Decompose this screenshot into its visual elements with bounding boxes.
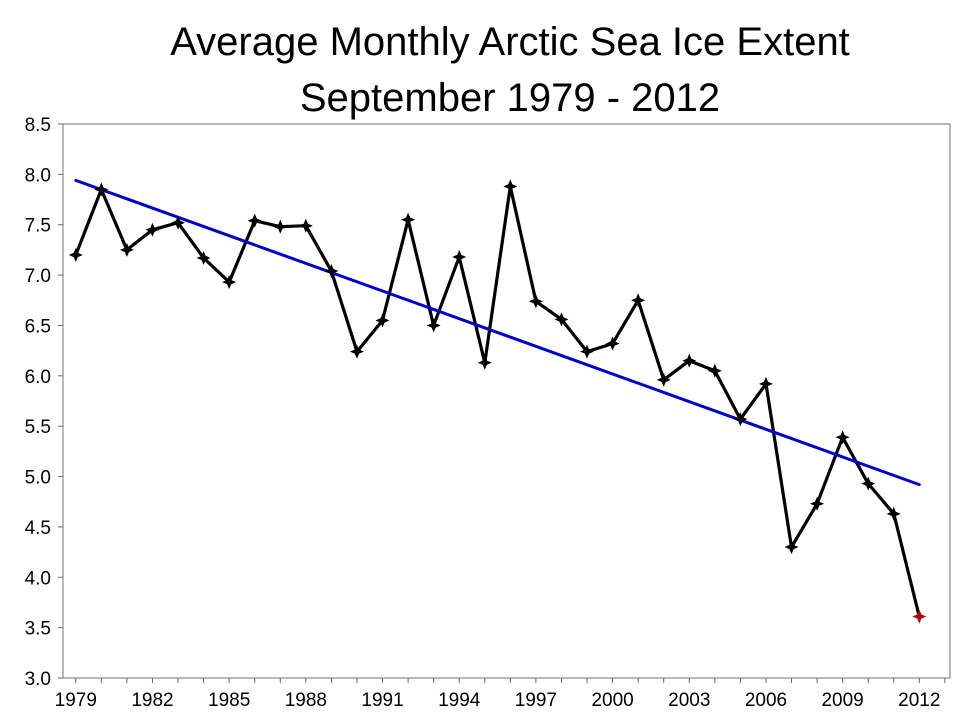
x-tick-label: 2000 — [591, 690, 633, 711]
axis-ticks — [58, 123, 946, 683]
data-point — [580, 344, 595, 359]
y-tick-label: 3.0 — [25, 669, 51, 690]
y-tick-label: 5.5 — [25, 417, 51, 438]
data-point — [145, 222, 160, 237]
x-tick-label: 2003 — [668, 690, 710, 711]
x-tick-label: 1979 — [55, 690, 97, 711]
data-points — [68, 179, 927, 624]
axes — [62, 123, 951, 679]
data-point — [426, 318, 441, 333]
data-point — [477, 355, 492, 370]
data-point — [861, 476, 876, 491]
x-tick-label: 2006 — [745, 690, 787, 711]
series-layer — [74, 178, 921, 619]
data-point — [656, 372, 671, 387]
extent-series-line — [74, 184, 921, 619]
data-point — [886, 506, 901, 521]
data-point — [171, 215, 186, 230]
data-point — [298, 218, 313, 233]
data-point — [503, 179, 518, 194]
y-tick-label: 4.5 — [25, 518, 51, 539]
y-tick-label: 8.5 — [25, 115, 51, 136]
chart-subtitle: September 1979 - 2012 — [299, 76, 721, 120]
x-tick-label: 2009 — [821, 690, 863, 711]
x-tick-label: 1988 — [285, 690, 327, 711]
y-tick-label: 6.0 — [25, 367, 51, 388]
data-point — [528, 294, 543, 309]
x-tick-label: 1997 — [515, 690, 557, 711]
data-point — [401, 212, 416, 227]
plot-frame — [62, 123, 951, 679]
y-tick-label: 4.0 — [25, 568, 51, 589]
data-point — [554, 312, 569, 327]
y-tick-label: 5.0 — [25, 468, 51, 489]
y-tick-label: 7.0 — [25, 266, 51, 287]
x-tick-label: 2012 — [898, 690, 940, 711]
data-point — [222, 275, 237, 290]
axis-labels: 3.0 3.5 4.0 4.5 5.0 5.5 6.0 6.5 7.0 7.5 8.0 8.5 1979… — [25, 115, 941, 711]
y-tick-label: 8.0 — [25, 165, 51, 186]
data-point — [119, 242, 134, 257]
data-point — [452, 249, 467, 264]
highlight-data-point — [912, 609, 927, 624]
data-point — [349, 344, 364, 359]
data-point — [324, 264, 339, 279]
data-point — [273, 219, 288, 234]
data-point — [682, 353, 697, 368]
y-tick-label: 6.5 — [25, 316, 51, 337]
data-point — [196, 250, 211, 265]
data-point — [810, 496, 825, 511]
x-tick-label: 1991 — [361, 690, 403, 711]
data-point — [707, 363, 722, 378]
data-point — [835, 430, 850, 445]
trend-line — [74, 178, 921, 487]
data-point — [375, 313, 390, 328]
y-tick-label: 7.5 — [25, 216, 51, 237]
data-point — [631, 293, 646, 308]
data-point — [94, 182, 109, 197]
data-point — [247, 213, 262, 228]
chart-title: Average Monthly Arctic Sea Ice Extent — [170, 20, 850, 64]
data-point — [758, 376, 773, 391]
data-point — [784, 540, 799, 555]
data-point — [68, 247, 83, 262]
x-tick-label: 1994 — [438, 690, 481, 711]
x-tick-label: 1985 — [208, 690, 250, 711]
data-point — [733, 412, 748, 427]
x-tick-label: 1982 — [131, 690, 173, 711]
y-tick-label: 3.5 — [25, 619, 51, 640]
data-point — [605, 336, 620, 351]
